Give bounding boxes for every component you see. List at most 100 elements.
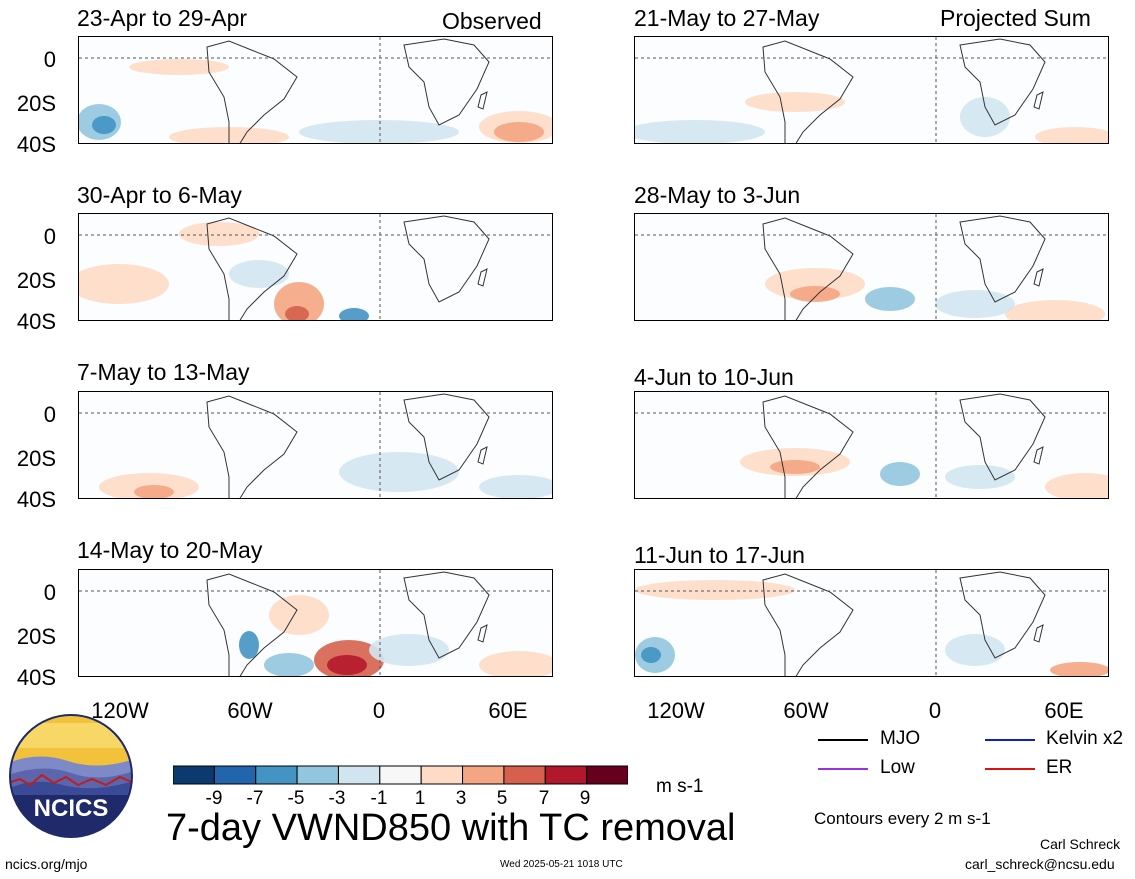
colorbar-swatch: [462, 765, 505, 785]
legend-swatch-er: [985, 768, 1035, 770]
colorbar-label: -5: [287, 788, 305, 809]
xlabel: 0: [372, 698, 386, 723]
observed-label: Observed: [442, 8, 542, 34]
anomaly-blob: [1035, 127, 1108, 143]
anomaly-blob: [369, 634, 449, 666]
ylabel: 20S: [16, 91, 56, 116]
map-panel: [634, 569, 1109, 677]
map-panel: [78, 569, 553, 677]
map-panel: [78, 213, 553, 321]
colorbar-swatch: [379, 765, 422, 785]
panel-title-l3: 7-May to 13-May: [77, 359, 250, 385]
map-panel: [78, 36, 553, 144]
colorbar-label: 3: [455, 788, 467, 809]
xlabel: 120W: [647, 698, 705, 723]
anomaly-blob: [945, 465, 1015, 489]
anomaly-field: [635, 392, 1108, 498]
projected-sum-label: Projected Sum: [940, 5, 1091, 31]
anomaly-blob: [1050, 662, 1108, 676]
xlabel: 0: [928, 698, 942, 723]
coastline: [762, 38, 1046, 143]
coastline: [206, 571, 490, 676]
colorbar-swatch: [172, 765, 215, 785]
colorbar-label: 5: [496, 788, 508, 809]
anomaly-blob: [790, 286, 840, 302]
panel-title-r1: 21-May to 27-May: [634, 5, 820, 31]
anomaly-blob: [79, 264, 169, 304]
anomaly-blob: [494, 122, 544, 142]
map-panel: [634, 391, 1109, 499]
anomaly-blob: [92, 116, 116, 134]
map-panel: [634, 213, 1109, 321]
anomaly-blob: [635, 120, 765, 143]
coastline: [762, 215, 1046, 320]
ylabel: 40S: [16, 132, 56, 157]
ylabel: 20S: [16, 624, 56, 649]
map-panel: [634, 36, 1109, 144]
footer-timestamp: Wed 2025-05-21 1018 UTC: [500, 859, 623, 870]
ylabel: 0: [43, 402, 56, 427]
colorbar-swatch: [255, 765, 298, 785]
colorbar-swatch: [503, 765, 546, 785]
ylabel: 0: [43, 47, 56, 72]
anomaly-blob: [269, 595, 329, 635]
anomaly-blob: [641, 647, 661, 663]
colorbar-label: 9: [579, 788, 591, 809]
legend-swatch-mjo: [818, 739, 868, 741]
colorbar-swatch: [337, 765, 381, 785]
anomaly-field: [79, 37, 552, 143]
panel-title-r4: 11-Jun to 17-Jun: [634, 542, 805, 568]
xlabel: 60W: [783, 698, 829, 723]
coastline: [206, 38, 490, 143]
colorbar-label: -3: [328, 788, 346, 809]
anomaly-blob: [770, 460, 820, 474]
anomaly-field: [79, 570, 552, 676]
anomaly-blob: [327, 655, 367, 675]
colorbar-label: 1: [414, 788, 426, 809]
colorbar-label: -9: [205, 788, 223, 809]
legend-kelvin: Kelvin x2: [1046, 728, 1124, 749]
ylabel: 40S: [16, 487, 56, 512]
panel-title-l4: 14-May to 20-May: [77, 537, 263, 563]
anomaly-blob: [339, 452, 459, 492]
footer-author: Carl Schreck: [1040, 836, 1121, 852]
colorbar-swatch: [544, 765, 588, 785]
panel-title-l2: 30-Apr to 6-May: [77, 182, 242, 208]
anomaly-blob: [179, 222, 259, 246]
legend-mjo: MJO: [880, 728, 921, 749]
anomaly-blob: [229, 260, 289, 288]
coastline: [762, 571, 1046, 676]
anomaly-blob: [635, 580, 795, 600]
map-panel: [78, 391, 553, 499]
anomaly-blob: [1045, 473, 1108, 498]
panel-title-l1: 23-Apr to 29-Apr: [77, 5, 248, 31]
anomaly-blob: [1005, 300, 1105, 320]
anomaly-field: [79, 392, 552, 498]
anomaly-blob: [880, 462, 920, 486]
colorbar-label: 7: [538, 788, 550, 809]
legend-swatch-low: [818, 768, 868, 770]
colorbar-label: -1: [370, 788, 388, 809]
colorbar-swatches: [172, 765, 629, 785]
panel-title-r3: 4-Jun to 10-Jun: [634, 364, 794, 390]
footer-url: ncics.org/mjo: [5, 856, 88, 872]
logo-text: NCICS: [34, 795, 109, 822]
legend-swatch-kelvin: [985, 739, 1035, 741]
xlabel: 60E: [1044, 698, 1084, 723]
xlabel: 120W: [91, 698, 149, 723]
ylabel: 20S: [16, 446, 56, 471]
colorbar-label: -7: [246, 788, 264, 809]
ylabel: 20S: [16, 268, 56, 293]
coastline: [206, 215, 490, 320]
anomaly-blob: [745, 92, 845, 112]
anomaly-blob: [239, 631, 259, 659]
ncics-logo: NCICS: [8, 713, 134, 839]
anomaly-field: [635, 214, 1108, 320]
anomaly-blob: [339, 308, 369, 320]
colorbar-swatch: [296, 765, 339, 785]
xlabel: 60E: [488, 698, 528, 723]
anomaly-blob: [299, 120, 459, 143]
colorbar-swatch: [213, 765, 257, 785]
anomaly-field: [635, 37, 1108, 143]
